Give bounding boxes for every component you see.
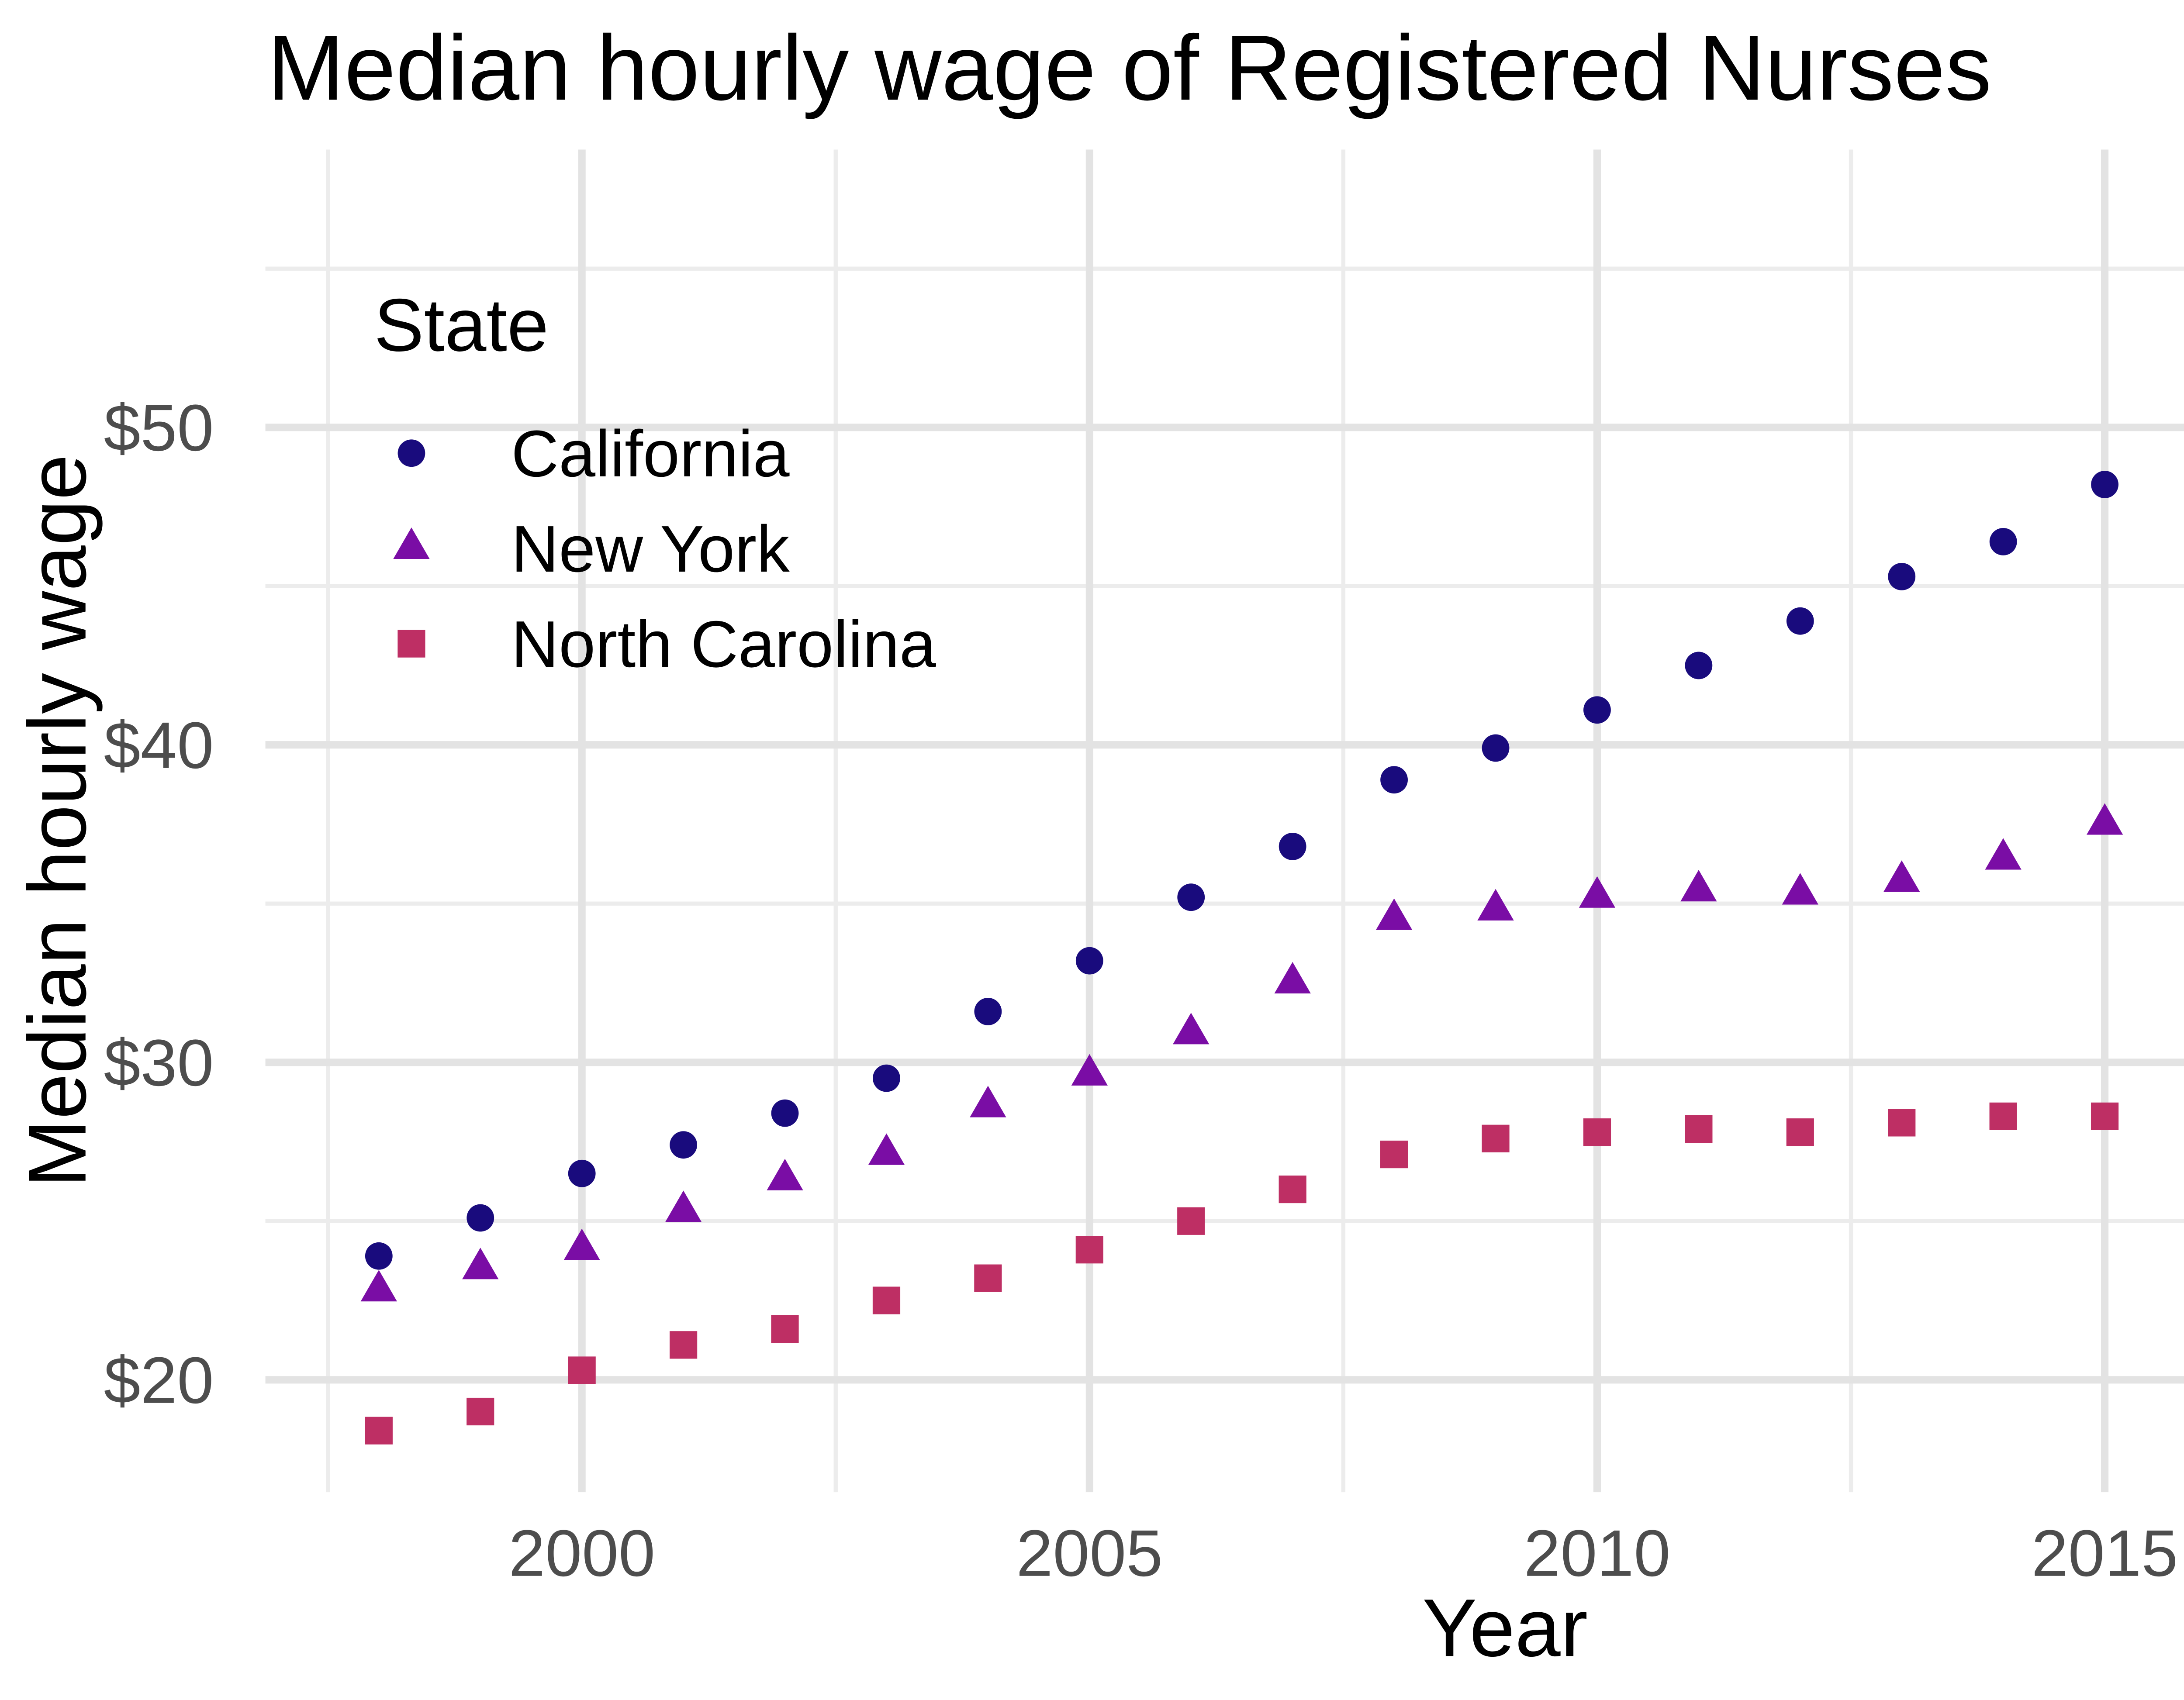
legend-item-label: California xyxy=(511,417,789,490)
legend-item-new-york: New York xyxy=(393,512,790,586)
data-point-square xyxy=(365,1417,393,1445)
y-axis-tick-labels: $20 $30 $40 $50 xyxy=(104,391,214,1417)
data-point-square xyxy=(1177,1207,1205,1235)
data-point-triangle xyxy=(1375,898,1413,930)
data-point-square xyxy=(974,1264,1002,1292)
y-axis-title: Median hourly wage xyxy=(11,455,103,1188)
data-point-circle xyxy=(1583,696,1611,724)
data-point-square xyxy=(467,1397,494,1426)
legend-items: California New York North Carolina xyxy=(393,417,936,681)
data-point-triangle xyxy=(767,1159,803,1190)
y-tick-label: $40 xyxy=(104,708,214,782)
data-point-triangle xyxy=(665,1190,702,1222)
data-point-square xyxy=(1380,1141,1408,1169)
data-point-square xyxy=(1482,1124,1510,1152)
data-point-circle xyxy=(2091,471,2118,498)
data-point-triangle xyxy=(2086,803,2123,835)
data-point-square xyxy=(670,1331,698,1359)
series-points xyxy=(360,471,2123,1445)
data-point-circle xyxy=(1685,652,1713,679)
data-point-triangle xyxy=(1883,860,1920,892)
data-point-triangle xyxy=(462,1248,499,1279)
series-california xyxy=(365,471,2118,1270)
data-point-square xyxy=(1888,1109,1916,1137)
series-north-carolina xyxy=(365,1102,2119,1445)
data-point-square xyxy=(1075,1236,1103,1264)
data-point-square xyxy=(1583,1118,1611,1146)
data-point-square xyxy=(568,1356,596,1384)
data-point-square xyxy=(1279,1175,1306,1203)
gridlines xyxy=(265,149,2184,1493)
data-point-triangle xyxy=(1071,1054,1108,1086)
page-title: Median hourly wage of Registered Nurses xyxy=(267,16,1992,119)
data-point-circle xyxy=(1075,947,1103,975)
data-point-circle xyxy=(974,998,1002,1025)
y-tick-label: $20 xyxy=(104,1343,214,1417)
data-point-circle xyxy=(568,1159,596,1187)
data-point-square xyxy=(1685,1115,1713,1143)
data-point-circle xyxy=(1279,832,1306,860)
legend-title: State xyxy=(374,283,549,367)
data-point-circle xyxy=(1380,766,1408,794)
data-point-circle xyxy=(1888,562,1916,590)
data-point-circle xyxy=(1482,734,1510,762)
data-point-triangle xyxy=(1274,962,1311,994)
legend-item-label: North Carolina xyxy=(511,607,936,681)
x-tick-label: 2015 xyxy=(2032,1516,2178,1590)
x-tick-label: 2010 xyxy=(1524,1516,1671,1590)
data-point-square xyxy=(771,1315,799,1343)
data-point-triangle xyxy=(1680,870,1717,902)
data-point-triangle xyxy=(1985,838,2022,870)
data-point-circle xyxy=(771,1099,799,1127)
data-point-circle xyxy=(1177,883,1205,911)
x-axis-title: Year xyxy=(1422,1582,1588,1673)
legend-marker-square xyxy=(397,630,425,658)
data-point-triangle xyxy=(1173,1013,1209,1045)
data-point-circle xyxy=(873,1064,900,1092)
data-point-triangle xyxy=(563,1228,600,1260)
data-point-triangle xyxy=(1477,889,1514,921)
series-new-york xyxy=(360,803,2123,1302)
legend: State California New York North Carolina xyxy=(374,283,936,681)
x-axis-tick-labels: 20002005201020152020 xyxy=(508,1516,2178,1590)
data-point-circle xyxy=(670,1131,697,1159)
legend-marker-triangle xyxy=(393,527,430,559)
legend-item-california: California xyxy=(397,417,790,490)
data-point-triangle xyxy=(1782,873,1818,905)
data-point-circle xyxy=(365,1242,393,1270)
data-point-circle xyxy=(467,1204,494,1232)
data-point-square xyxy=(1786,1118,1814,1146)
data-point-triangle xyxy=(1579,876,1616,908)
legend-item-label: New York xyxy=(511,512,790,586)
data-point-triangle xyxy=(360,1270,397,1302)
data-point-square xyxy=(1989,1102,2017,1130)
legend-item-north-carolina: North Carolina xyxy=(397,607,936,681)
data-point-triangle xyxy=(970,1086,1006,1117)
legend-marker-circle xyxy=(397,439,425,467)
y-tick-label: $30 xyxy=(104,1026,214,1100)
x-tick-label: 2005 xyxy=(1016,1516,1163,1590)
data-point-triangle xyxy=(868,1133,905,1165)
y-tick-label: $50 xyxy=(104,391,214,465)
x-tick-label: 2000 xyxy=(508,1516,655,1590)
data-point-circle xyxy=(1786,607,1814,635)
data-point-circle xyxy=(1989,528,2017,555)
data-point-square xyxy=(872,1286,901,1314)
data-point-square xyxy=(2091,1102,2119,1130)
